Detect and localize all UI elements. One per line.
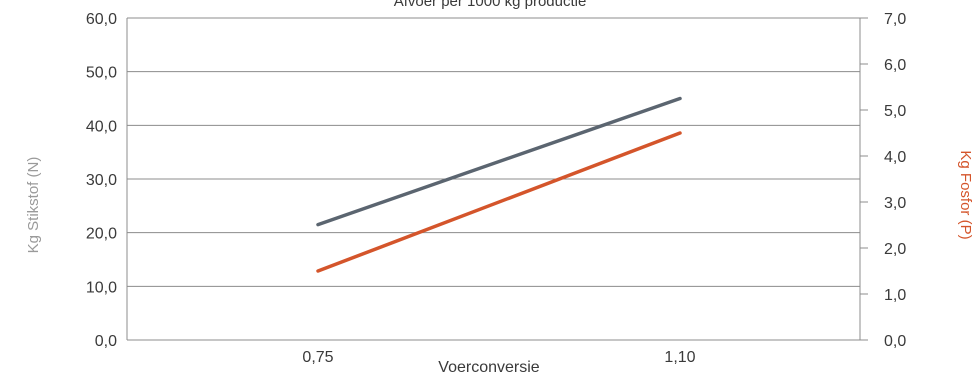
y-right-ticks: 0,0 1,0 2,0 3,0 4,0 5,0 6,0 7,0 [860, 11, 906, 350]
y-left-tick-label: 10,0 [86, 279, 117, 296]
y-right-tick-label: 4,0 [884, 149, 906, 166]
y-left-tick-label: 20,0 [86, 226, 117, 243]
x-ticks: 0,75 1,10 [302, 349, 695, 366]
y-right-tick-label: 1,0 [884, 287, 906, 304]
series [316, 96, 682, 273]
y-left-ticks: 0,0 10,0 20,0 30,0 40,0 50,0 60,0 [86, 11, 117, 350]
y-right-tick-label: 0,0 [884, 333, 906, 350]
y-right-tick-label: 5,0 [884, 103, 906, 120]
axes [126, 18, 861, 340]
y-left-axis-label: Kg Stikstof (N) [25, 157, 42, 254]
y-right-axis-label: Kg Fosfor (P) [957, 150, 974, 239]
series-line-fosfor [316, 131, 682, 273]
y-left-tick-label: 50,0 [86, 65, 117, 82]
y-left-tick-label: 0,0 [95, 333, 117, 350]
grid [127, 17, 860, 341]
chart-title: Afvoer per 1000 kg productie [394, 0, 587, 10]
y-left-tick-label: 30,0 [86, 172, 117, 189]
x-axis-label: Voerconversie [438, 359, 539, 376]
y-right-tick-label: 6,0 [884, 57, 906, 74]
y-left-tick-label: 40,0 [86, 118, 117, 135]
y-left-tick-label: 60,0 [86, 11, 117, 28]
y-right-tick-label: 2,0 [884, 241, 906, 258]
x-tick-label: 1,10 [664, 349, 695, 366]
y-right-tick-label: 7,0 [884, 11, 906, 28]
y-right-tick-label: 3,0 [884, 195, 906, 212]
series-line-stikstof [316, 96, 682, 227]
x-tick-label: 0,75 [302, 349, 333, 366]
